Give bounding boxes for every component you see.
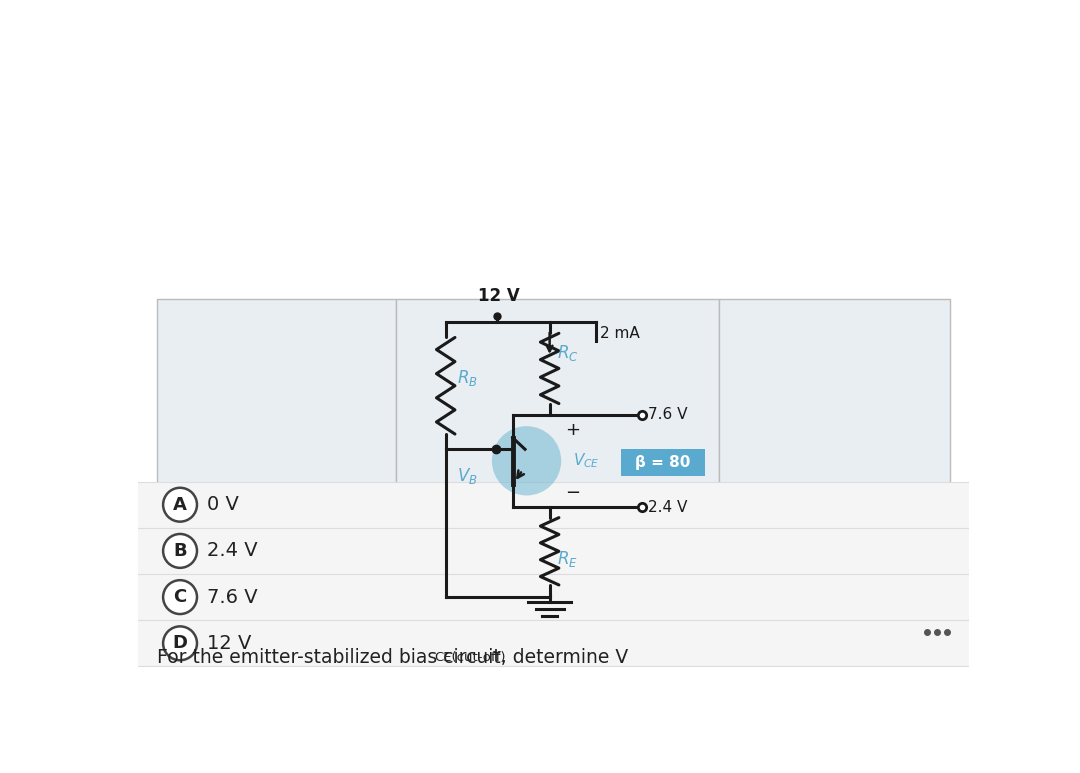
Text: 2.4 V: 2.4 V xyxy=(207,541,258,560)
Text: C: C xyxy=(174,588,187,606)
Text: $R_C$: $R_C$ xyxy=(557,343,579,363)
Text: 2.4 V: 2.4 V xyxy=(648,499,688,515)
Text: D: D xyxy=(173,635,188,652)
Circle shape xyxy=(491,426,562,495)
Text: β = 80: β = 80 xyxy=(635,455,690,470)
Text: $V_{CE}$: $V_{CE}$ xyxy=(572,451,599,470)
Circle shape xyxy=(163,488,197,522)
Text: 12 V: 12 V xyxy=(478,288,519,305)
Circle shape xyxy=(163,581,197,614)
FancyBboxPatch shape xyxy=(719,299,950,645)
Text: For the emitter-stabilized bias circuit, determine V: For the emitter-stabilized bias circuit,… xyxy=(157,648,629,666)
FancyBboxPatch shape xyxy=(138,574,970,620)
Text: B: B xyxy=(173,542,187,560)
Text: +: + xyxy=(565,421,580,439)
Text: $R_B$: $R_B$ xyxy=(457,369,478,388)
Circle shape xyxy=(163,626,197,660)
FancyBboxPatch shape xyxy=(157,299,395,645)
FancyBboxPatch shape xyxy=(138,620,970,666)
FancyBboxPatch shape xyxy=(621,448,705,476)
Text: A: A xyxy=(173,495,187,514)
Text: 7.6 V: 7.6 V xyxy=(648,407,688,422)
Text: CE(cut-off): CE(cut-off) xyxy=(434,651,505,664)
FancyBboxPatch shape xyxy=(395,299,719,645)
Text: 2 mA: 2 mA xyxy=(599,326,639,341)
Text: $R_E$: $R_E$ xyxy=(557,550,578,570)
FancyBboxPatch shape xyxy=(138,482,970,528)
Text: $V_B$: $V_B$ xyxy=(457,466,477,486)
Text: 12 V: 12 V xyxy=(207,634,252,653)
FancyBboxPatch shape xyxy=(138,528,970,574)
Text: 0 V: 0 V xyxy=(207,495,239,514)
Text: −: − xyxy=(565,484,580,502)
Text: 7.6 V: 7.6 V xyxy=(207,587,258,607)
Circle shape xyxy=(163,534,197,568)
